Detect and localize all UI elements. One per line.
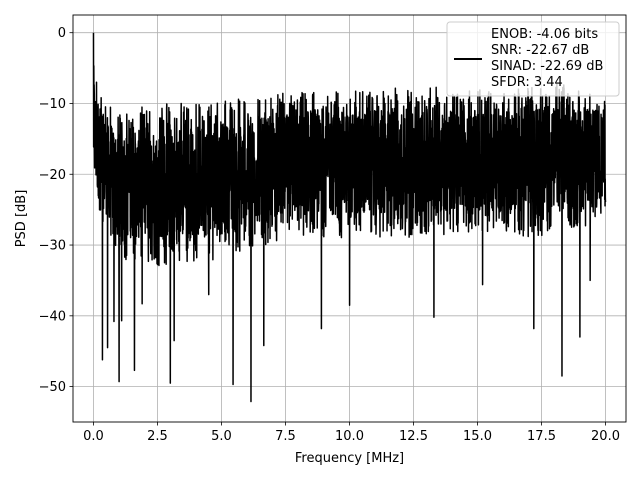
legend: ENOB: -4.06 bits SNR: -22.67 dB SINAD: -… <box>446 21 620 97</box>
plot-area <box>92 32 607 403</box>
x-tick-label: 20.0 <box>591 429 620 444</box>
x-tick-label: 2.5 <box>147 429 168 444</box>
legend-text: ENOB: -4.06 bits SNR: -22.67 dB SINAD: -… <box>491 27 608 90</box>
y-tick-label: −20 <box>39 168 66 183</box>
x-tick-label: 15.0 <box>463 429 492 444</box>
legend-sinad: SINAD: -22.69 dB <box>491 59 603 74</box>
y-tick-label: 0 <box>58 26 66 41</box>
y-tick-label: −40 <box>39 309 66 324</box>
x-tick-label: 10.0 <box>335 429 364 444</box>
psd-series-line <box>92 32 607 403</box>
legend-enob: ENOB: -4.06 bits <box>491 27 598 42</box>
x-tick-label: 17.5 <box>527 429 556 444</box>
y-axis-label: PSD [dB] <box>14 190 29 248</box>
legend-sfdr: SFDR: 3.44 <box>491 75 563 90</box>
legend-snr: SNR: -22.67 dB <box>491 43 589 58</box>
x-tick-label: 0.0 <box>83 429 104 444</box>
x-tick-label: 7.5 <box>275 429 296 444</box>
y-tick-label: −50 <box>39 380 66 395</box>
legend-box <box>446 21 620 97</box>
x-axis-label: Frequency [MHz] <box>295 451 404 466</box>
y-tick-label: −10 <box>39 97 66 112</box>
x-tick-label: 5.0 <box>211 429 232 444</box>
ticks: 0.0 2.5 5.0 7.5 10.0 12.5 15.0 17.5 20.0 0 −10 −20 −… <box>39 26 620 444</box>
x-tick-label: 12.5 <box>399 429 428 444</box>
y-tick-label: −30 <box>39 239 66 254</box>
